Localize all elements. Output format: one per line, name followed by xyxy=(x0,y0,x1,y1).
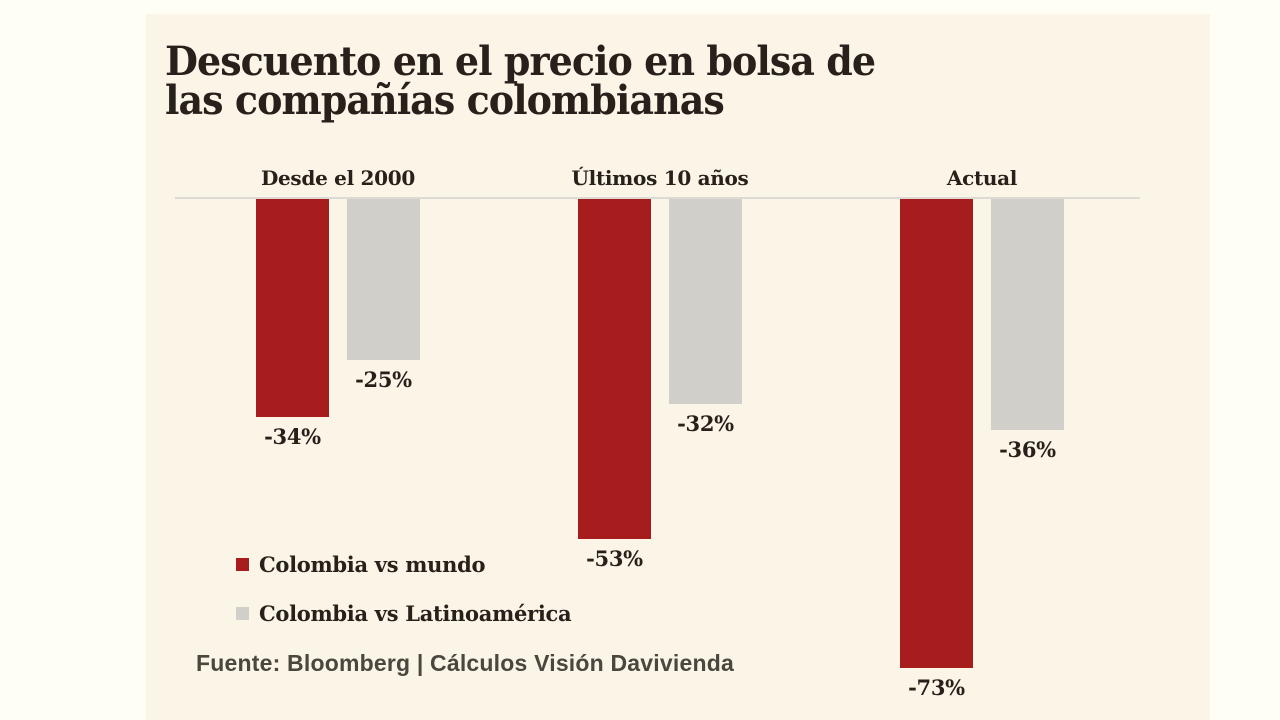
chart-legend: Colombia vs mundo Colombia vs Latinoamér… xyxy=(236,550,572,648)
legend-swatch-gray xyxy=(236,606,249,620)
chart-title-line-2: las compañías colombianas xyxy=(165,77,725,124)
legend-label: Colombia vs Latinoamérica xyxy=(259,600,572,626)
legend-label: Colombia vs mundo xyxy=(259,551,486,577)
chart-title: Descuento en el precio en bolsa de las c… xyxy=(165,38,887,124)
legend-item-colombia-vs-latinoamerica: Colombia vs Latinoamérica xyxy=(236,599,572,627)
legend-item-colombia-vs-mundo: Colombia vs mundo xyxy=(236,550,571,578)
source-attribution: Fuente: Bloomberg | Cálculos Visión Davi… xyxy=(196,650,734,676)
chart-title-line-1: Descuento en el precio en bolsa de xyxy=(165,38,876,85)
legend-swatch-red xyxy=(236,557,249,571)
